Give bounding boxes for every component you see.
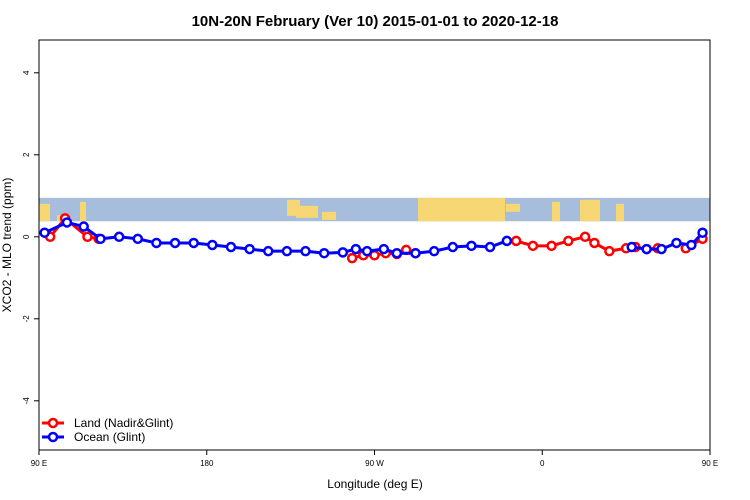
data-point — [626, 241, 637, 253]
data-point — [378, 243, 390, 255]
x-tick-label: 0 — [540, 459, 545, 468]
data-point — [39, 227, 50, 238]
data-point — [318, 247, 330, 259]
data-point — [361, 245, 373, 257]
y-tick-label: 2 — [22, 152, 31, 157]
data-point — [337, 247, 349, 258]
data-point — [188, 237, 199, 249]
data-point — [686, 239, 697, 251]
x-tick-label: 90 W — [365, 459, 384, 468]
series-0 — [44, 213, 708, 264]
plot-frame — [38, 39, 711, 451]
x-tick-label: 180 — [200, 459, 214, 468]
data-point — [671, 237, 682, 249]
y-axis: -4 -2 0 2 4 — [22, 70, 39, 404]
series-1 — [39, 217, 513, 259]
series-2 — [626, 227, 708, 255]
chart-title: 10N-20N February (Ver 10) 2015-01-01 to … — [192, 13, 559, 30]
x-axis-label: Longitude (deg E) — [327, 477, 422, 491]
data-point — [391, 247, 403, 259]
x-axis: 90 E 180 90 W 0 90 E — [31, 450, 718, 468]
y-tick-label: 4 — [22, 70, 31, 75]
map-land — [580, 199, 600, 222]
y-tick-label: -4 — [22, 397, 31, 405]
data-point — [263, 245, 274, 257]
world-map-band — [39, 197, 710, 222]
legend: Land (Nadir&Glint) Ocean (Glint) — [42, 416, 173, 444]
y-tick-label: 0 — [22, 234, 31, 239]
data-point — [244, 243, 255, 255]
map-land — [616, 203, 624, 222]
data-point — [484, 241, 496, 253]
map-land — [39, 203, 50, 222]
map-ocean — [39, 197, 710, 222]
data-point — [281, 245, 293, 257]
data-point — [350, 243, 362, 255]
data-point — [207, 239, 218, 251]
data-point — [604, 245, 615, 257]
map-land — [418, 197, 505, 222]
y-axis-label: XCO2 - MLO trend (ppm) — [0, 178, 14, 313]
data-point — [546, 240, 557, 252]
data-point — [501, 235, 513, 247]
data-point — [447, 241, 459, 253]
map-land — [506, 203, 520, 212]
data-point — [697, 227, 708, 238]
x-tick-label: 90 E — [31, 459, 47, 468]
legend-ocean-marker — [47, 431, 59, 443]
data-point — [169, 237, 181, 249]
data-point — [225, 241, 237, 253]
legend-ocean-label: Ocean (Glint) — [74, 430, 145, 444]
legend-land-marker — [47, 417, 59, 429]
data-point — [563, 235, 574, 247]
data-point — [656, 243, 667, 255]
map-land — [552, 201, 560, 222]
x-tick-label: 90 E — [702, 459, 718, 468]
data-point — [300, 245, 311, 257]
map-land — [80, 201, 86, 222]
series-layer — [39, 213, 708, 264]
map-land — [322, 211, 336, 220]
data-point — [61, 217, 73, 228]
data-point — [132, 233, 144, 245]
data-point — [113, 231, 125, 243]
y-tick-label: -2 — [22, 315, 31, 323]
data-point — [95, 233, 106, 245]
data-point — [428, 245, 440, 257]
data-point — [510, 235, 522, 247]
data-point — [579, 231, 591, 243]
data-point — [466, 240, 477, 252]
data-point — [151, 237, 162, 249]
data-point — [78, 221, 89, 232]
map-land — [296, 205, 318, 218]
data-point — [82, 231, 93, 243]
data-point — [589, 237, 600, 249]
data-point — [641, 243, 652, 255]
legend-land-label: Land (Nadir&Glint) — [74, 416, 173, 430]
data-point — [527, 240, 539, 252]
data-point — [346, 252, 358, 264]
data-point — [410, 247, 421, 259]
